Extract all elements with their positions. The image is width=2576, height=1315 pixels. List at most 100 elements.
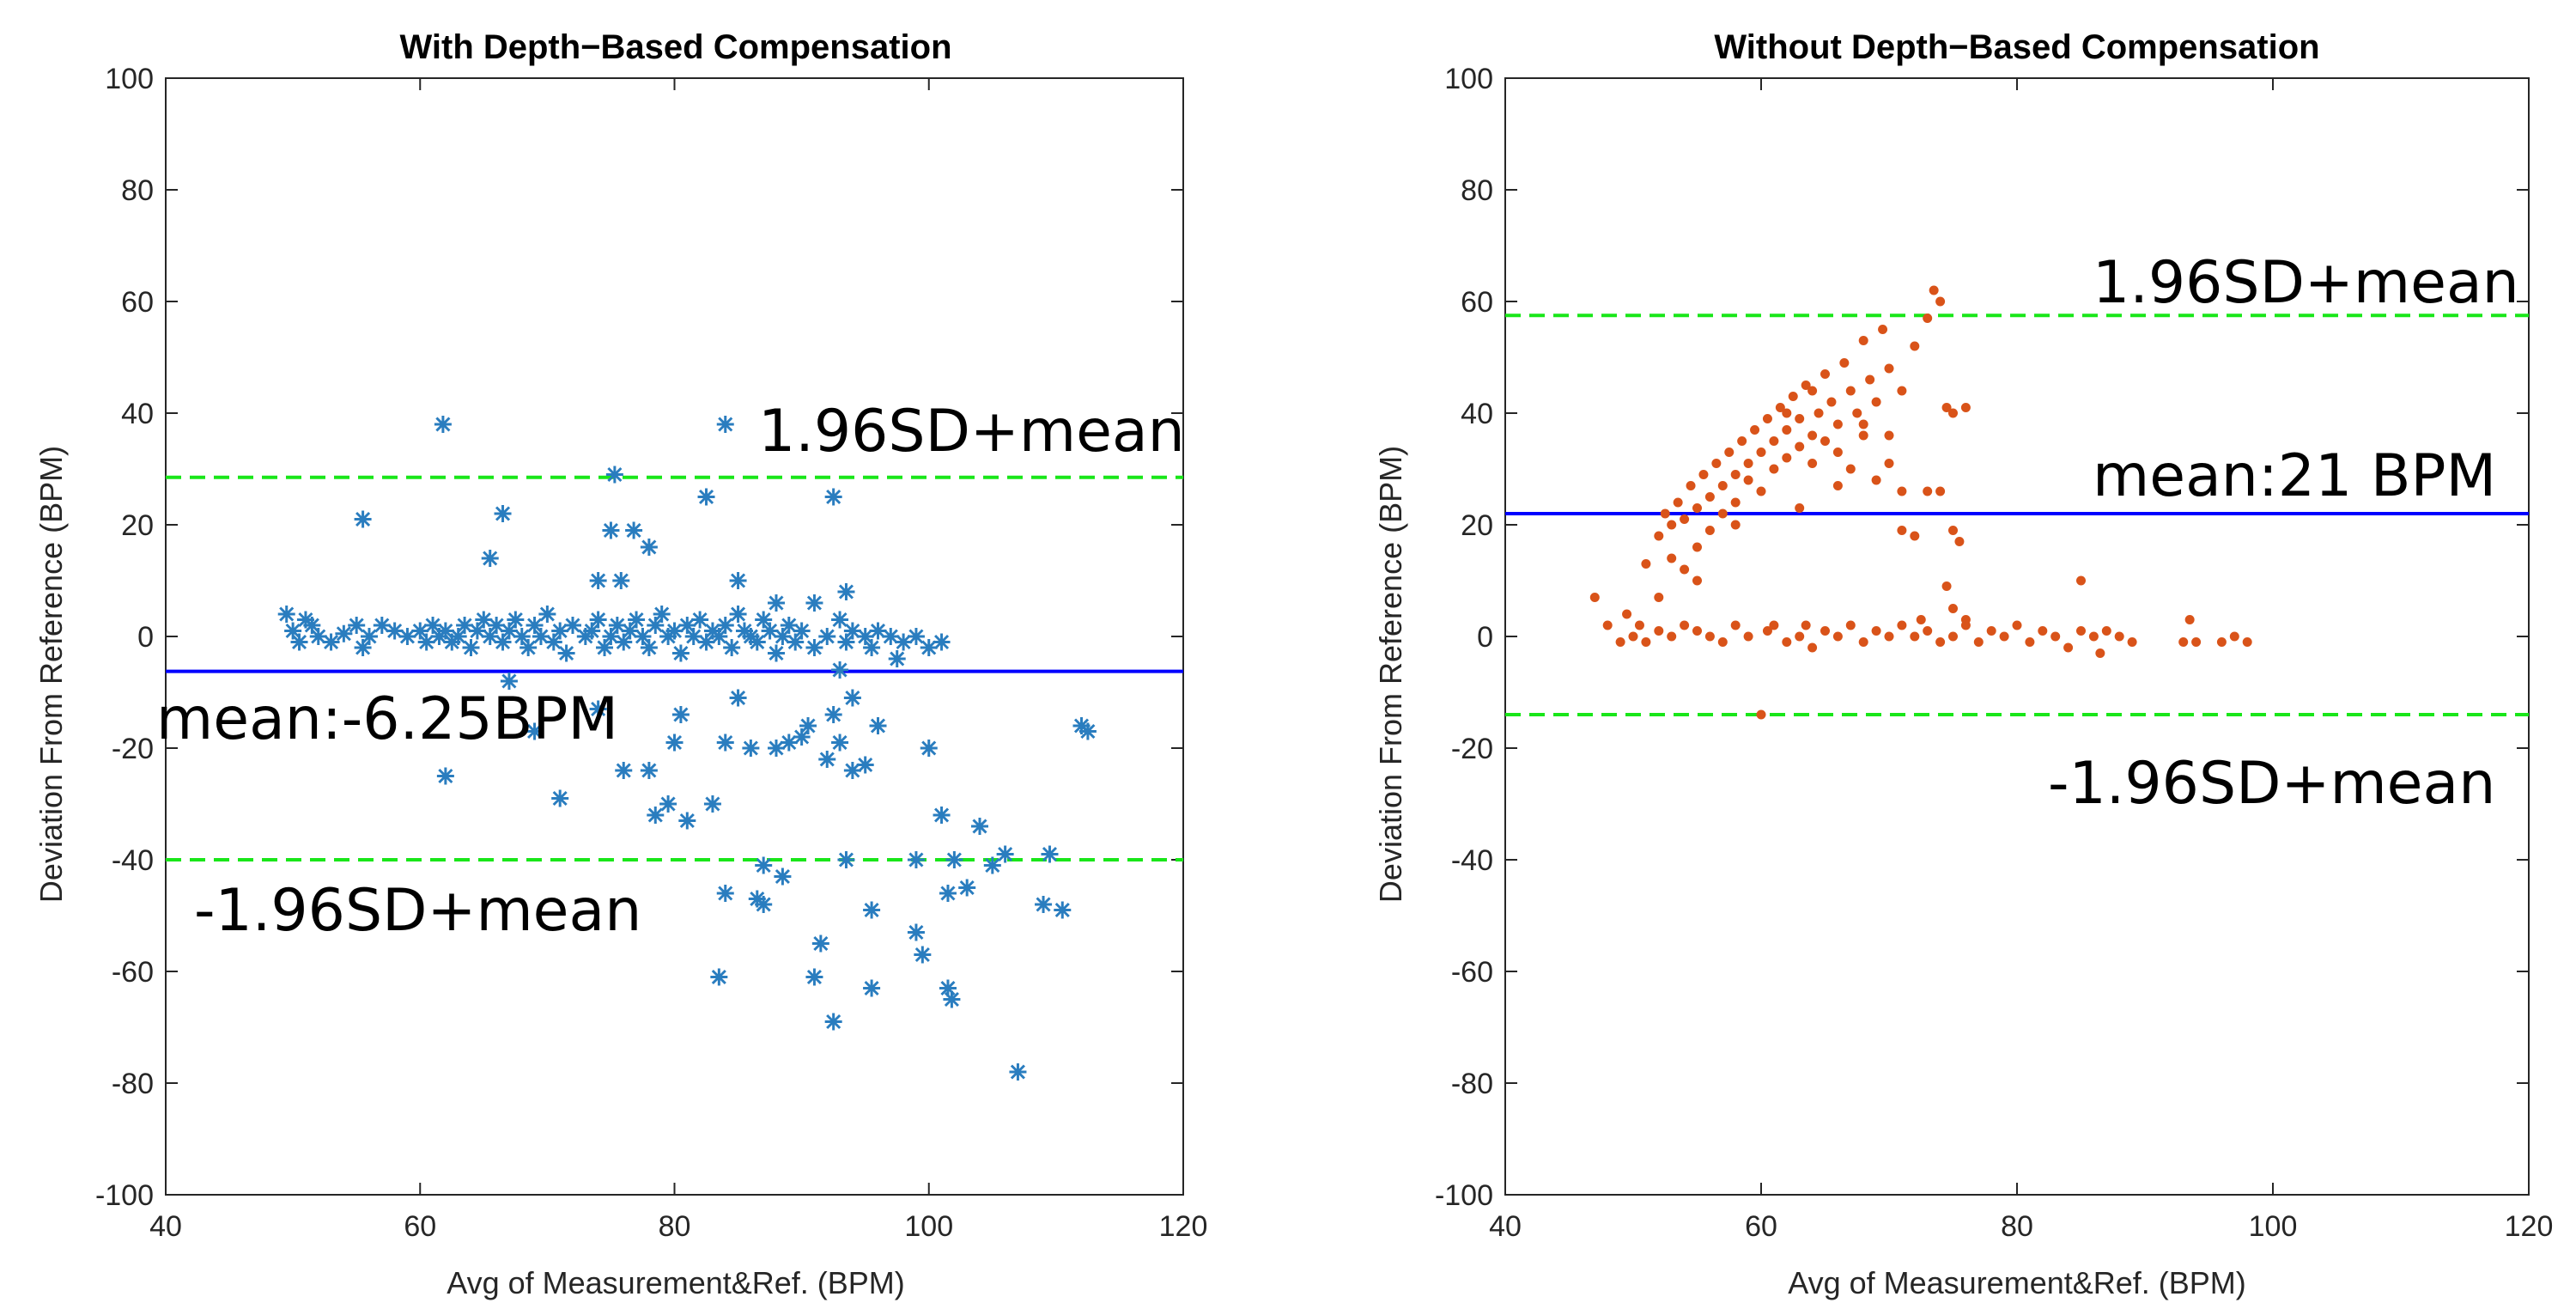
right-data-point <box>1788 392 1798 401</box>
right-data-point <box>1845 386 1856 396</box>
right-data-point <box>1782 425 1792 435</box>
right-data-point <box>2229 631 2239 642</box>
right-data-point <box>1717 637 1728 647</box>
right-y-tick-label: 20 <box>1461 509 1493 542</box>
right-data-point <box>1801 380 1811 390</box>
left-data-point <box>335 624 353 642</box>
left-y-tick-label: 40 <box>121 398 154 430</box>
right-data-point <box>1807 386 1818 396</box>
left-data-point <box>780 617 798 634</box>
right-data-point <box>1795 414 1805 423</box>
left-data-point <box>716 734 734 752</box>
right-data-point <box>1704 492 1715 502</box>
right-data-point <box>1960 615 1971 624</box>
left-data-point <box>958 879 976 897</box>
left-data-point <box>519 639 538 656</box>
left-data-point <box>774 628 792 645</box>
right-chart-panel: Without Depth−Based Compensation Avg of … <box>1373 28 2553 1300</box>
left-x-tick-label: 100 <box>904 1210 953 1243</box>
right-data-point <box>1948 526 1958 535</box>
left-data-point <box>303 617 321 634</box>
right-data-points <box>1589 285 2252 720</box>
left-data-point <box>895 633 913 651</box>
right-data-point <box>1756 486 1766 496</box>
left-data-point <box>277 606 295 623</box>
right-data-point <box>1814 408 1824 418</box>
right-data-point <box>1737 436 1747 446</box>
right-data-point <box>1711 459 1722 468</box>
left-y-axis-label: Deviation From Reference (BPM) <box>33 446 69 903</box>
left-data-point <box>907 851 925 868</box>
right-data-point <box>1782 453 1792 463</box>
right-data-point <box>1730 497 1741 508</box>
left-data-point <box>843 622 861 640</box>
left-data-point <box>589 700 607 718</box>
right-data-point <box>1667 631 1677 642</box>
left-data-point <box>1041 845 1059 863</box>
left-data-point <box>526 617 544 634</box>
right-data-point <box>1884 430 1894 441</box>
right-chart-title: Without Depth−Based Compensation <box>1714 28 2319 66</box>
right-data-point <box>2114 631 2124 642</box>
left-data-point <box>780 734 798 752</box>
left-data-point <box>831 734 849 752</box>
left-data-point <box>647 807 665 824</box>
right-data-point <box>1692 575 1702 586</box>
left-data-point <box>768 644 785 662</box>
right-data-point <box>1820 436 1830 446</box>
right-data-point <box>1910 531 1920 541</box>
right-data-point <box>1839 358 1850 368</box>
right-data-point <box>1986 626 1996 636</box>
right-data-point <box>1704 526 1715 535</box>
right-data-point <box>1717 481 1728 490</box>
right-data-point <box>2178 637 2189 647</box>
right-data-point <box>2076 575 2086 586</box>
left-mean-label: mean:-6.25BPM <box>156 685 618 753</box>
right-data-point <box>1692 626 1702 636</box>
left-data-point <box>653 606 671 623</box>
right-data-point <box>1910 631 1920 642</box>
right-data-point <box>1775 403 1785 412</box>
left-data-point <box>424 617 442 634</box>
left-data-point <box>589 572 607 589</box>
left-data-point <box>615 633 633 651</box>
right-data-point <box>1935 296 1946 307</box>
right-data-point <box>2127 637 2137 647</box>
right-data-point <box>1680 620 1690 630</box>
left-data-point <box>716 885 734 902</box>
left-data-point <box>621 622 639 640</box>
right-data-point <box>1852 408 1862 418</box>
left-data-point <box>436 767 454 785</box>
left-data-point <box>500 673 518 690</box>
left-data-point <box>920 740 938 757</box>
left-x-tick-label: 80 <box>659 1210 691 1243</box>
left-data-point <box>805 594 823 612</box>
left-data-point <box>742 740 760 757</box>
left-data-point <box>411 622 429 640</box>
left-data-point <box>602 521 620 539</box>
left-data-point <box>837 583 855 600</box>
right-data-point <box>2076 626 2086 636</box>
right-data-point <box>1858 419 1868 429</box>
left-data-point <box>436 622 454 640</box>
right-data-point <box>2025 637 2035 647</box>
left-data-point <box>612 572 630 589</box>
right-data-point <box>1724 447 1735 457</box>
right-data-point <box>1667 553 1677 563</box>
left-data-point <box>882 628 900 645</box>
left-data-point <box>494 505 512 522</box>
right-x-tick-label: 100 <box>2249 1210 2298 1243</box>
left-data-point <box>723 639 741 656</box>
left-data-point <box>290 633 308 651</box>
left-data-point <box>943 990 961 1008</box>
left-data-point <box>811 935 829 953</box>
right-data-point <box>2101 626 2111 636</box>
left-y-tick-label: 100 <box>105 63 154 95</box>
left-chart-title: With Depth−Based Compensation <box>399 28 951 66</box>
left-data-point <box>755 856 773 874</box>
left-data-point <box>640 639 658 656</box>
right-data-point <box>2095 648 2105 658</box>
right-y-tick-label: 100 <box>1444 63 1493 95</box>
left-data-point <box>933 633 951 651</box>
right-data-point <box>1929 285 1939 295</box>
